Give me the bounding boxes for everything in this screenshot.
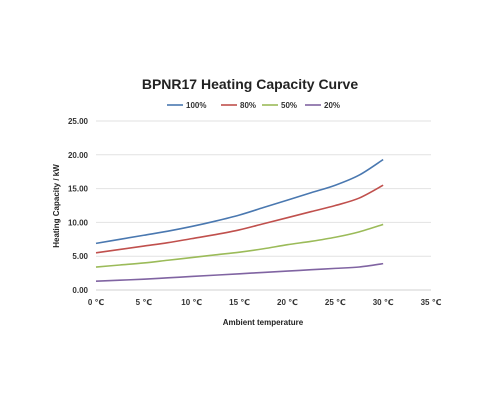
x-tick-label: 25 ℃ — [325, 298, 346, 307]
y-tick-label: 25.00 — [68, 117, 89, 126]
chart-title: BPNR17 Heating Capacity Curve — [142, 76, 359, 92]
legend-label: 50% — [281, 101, 297, 110]
y-tick-label: 5.00 — [72, 252, 88, 261]
series-lines — [95, 158, 384, 283]
y-tick-label: 0.00 — [72, 286, 88, 295]
series-line-50pct — [95, 223, 384, 268]
series-line-80pct — [95, 184, 384, 254]
x-tick-label: 15 ℃ — [229, 298, 250, 307]
legend-label: 20% — [324, 101, 340, 110]
x-tick-label: 0 ℃ — [88, 298, 105, 307]
legend-label: 100% — [186, 101, 206, 110]
legend-label: 80% — [240, 101, 256, 110]
x-axis-label: Ambient temperature — [223, 318, 304, 327]
series-line-100pct — [95, 158, 384, 245]
x-tick-label: 30 ℃ — [373, 298, 394, 307]
y-tick-label: 10.00 — [68, 218, 89, 227]
legend: 100% 80% 50% 20% — [167, 101, 340, 110]
x-tick-label: 5 ℃ — [136, 298, 153, 307]
gridlines — [96, 120, 431, 257]
y-tick-label: 20.00 — [68, 151, 89, 160]
y-axis-label: Heating Capacity / kW — [52, 164, 61, 248]
x-tick-label: 10 ℃ — [181, 298, 202, 307]
x-tick-label: 35 ℃ — [421, 298, 442, 307]
y-tick-label: 15.00 — [68, 185, 89, 194]
series-line-20pct — [95, 262, 384, 283]
x-tick-label: 20 ℃ — [277, 298, 298, 307]
x-axis-ticks: 0 ℃ 5 ℃ 10 ℃ 15 ℃ 20 ℃ 25 ℃ 30 ℃ 35 ℃ — [88, 298, 442, 307]
y-axis-ticks: 0.00 5.00 10.00 15.00 20.00 25.00 — [68, 117, 89, 295]
